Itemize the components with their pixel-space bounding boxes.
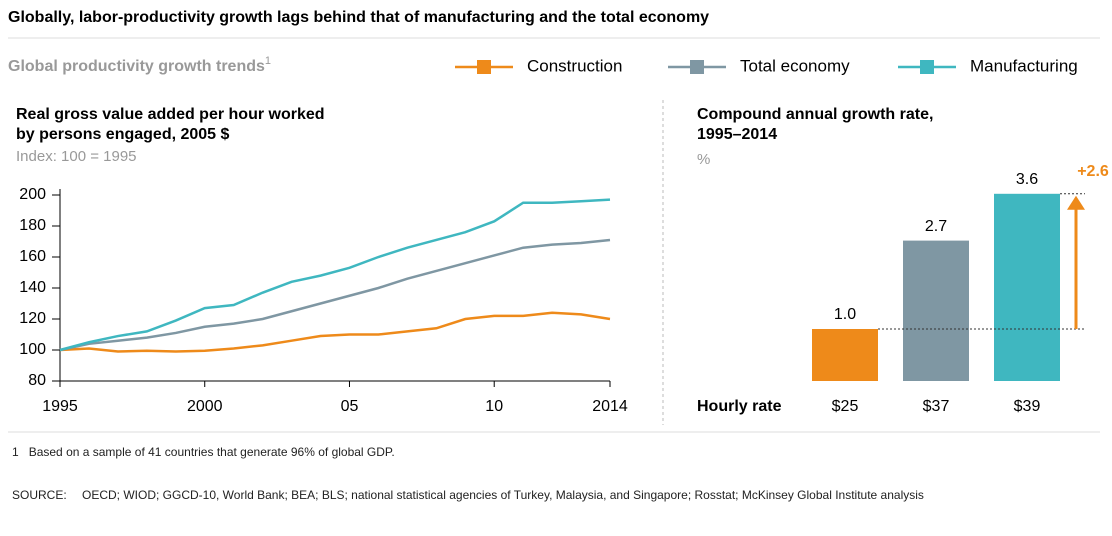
legend-label: Total economy	[740, 56, 850, 75]
legend-label: Manufacturing	[970, 56, 1078, 75]
bar	[812, 329, 878, 381]
chart-subtitle: Index: 100 = 1995	[16, 148, 137, 165]
x-tick-label: 1995	[42, 398, 78, 415]
line-series	[59, 198, 611, 352]
footnote-text: Based on a sample of 41 countries that g…	[28, 445, 395, 459]
source-text: OECD; WIOD; GGCD-10, World Bank; BEA; BL…	[82, 488, 924, 502]
subtitle: Global productivity growth trends1	[8, 55, 271, 75]
x-tick-label: $25	[832, 398, 859, 415]
legend-marker	[690, 60, 704, 74]
footnote: 1 Based on a sample of 41 countries that…	[12, 444, 395, 461]
chart-title: Compound annual growth rate,	[697, 106, 933, 123]
y-tick-label: 200	[19, 186, 46, 203]
page-title: Globally, labor-productivity growth lags…	[8, 9, 709, 26]
annotation: +2.6	[1077, 163, 1109, 180]
bar	[903, 240, 969, 381]
x-tick-label: 10	[485, 398, 503, 415]
x-tick-label: $39	[1014, 398, 1041, 415]
legend-marker	[920, 60, 934, 74]
value-label: 2.7	[925, 218, 947, 235]
y-tick-label: 160	[19, 248, 46, 265]
category-axis-label: Hourly rate	[697, 398, 782, 415]
footnote-number: 1	[12, 445, 19, 459]
line-series	[59, 238, 611, 352]
y-tick-label: 80	[28, 372, 46, 389]
value-label: 1.0	[834, 306, 856, 323]
source: SOURCE: OECD; WIOD; GGCD-10, World Bank; …	[12, 487, 1072, 504]
bar	[994, 193, 1060, 381]
x-tick-label: 05	[341, 398, 359, 415]
subtitle-text: Global productivity growth trends	[8, 58, 265, 75]
subtitle-note: 1	[265, 55, 271, 67]
legend-label: Construction	[527, 56, 622, 75]
y-tick-label: 140	[19, 279, 46, 296]
chart-title: by persons engaged, 2005 $	[16, 126, 230, 143]
value-label: 3.6	[1016, 171, 1038, 188]
annotation-arrowhead	[1067, 195, 1085, 210]
x-tick-label: 2000	[187, 398, 223, 415]
source-label: SOURCE:	[12, 488, 67, 502]
y-tick-label: 120	[19, 310, 46, 327]
y-tick-label: 100	[19, 341, 46, 358]
y-tick-label: 180	[19, 217, 46, 234]
line-series	[59, 311, 611, 353]
legend-marker	[477, 60, 491, 74]
unit-label: %	[697, 151, 710, 168]
chart-title: Real gross value added per hour worked	[16, 106, 325, 123]
x-tick-label: $37	[923, 398, 950, 415]
x-tick-label: 2014	[592, 398, 628, 415]
chart-title: 1995–2014	[697, 126, 777, 143]
